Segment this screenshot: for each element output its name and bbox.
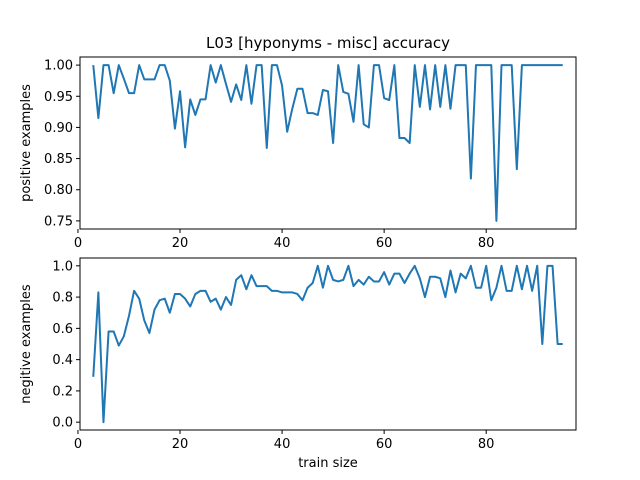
negative-x-tick-label: 60 (376, 437, 393, 452)
negative-x-tick-label: 0 (74, 437, 82, 452)
positive-series-line (92, 64, 563, 222)
positive-x-tick-label: 40 (274, 236, 291, 251)
negative-series-line (92, 264, 563, 424)
chart-title: L03 [hyponyms - misc] accuracy (206, 34, 450, 52)
positive-y-tick-label: 0.85 (44, 152, 73, 167)
positive-y-tick-label: 0.90 (44, 121, 73, 136)
positive-x-tick-label: 20 (172, 236, 189, 251)
negative-x-tick-label: 40 (274, 437, 291, 452)
x-axis-label: train size (298, 456, 358, 471)
positive-axes-frame (79, 56, 577, 230)
positive-x-tick-label: 80 (478, 236, 495, 251)
positive-y-axis-label: positive examples (19, 84, 34, 202)
positive-y-tick-label: 0.80 (44, 183, 73, 198)
negative-y-tick-label: 0.4 (52, 353, 73, 368)
negative-examples-panel: 0 20 40 60 80 0.0 0.2 0.4 0.6 0.8 1.0 negitive exam… (19, 257, 577, 452)
positive-y-tick-label: 0.95 (44, 90, 73, 105)
positive-examples-panel: 0 20 40 60 80 0.75 0.80 0.85 0.90 0.95 1.00 positiv… (19, 56, 577, 251)
negative-x-tick-label: 80 (478, 437, 495, 452)
negative-y-tick-label: 0.6 (52, 322, 73, 337)
negative-y-tick-label: 0.2 (52, 384, 73, 399)
positive-x-tick-label: 60 (376, 236, 393, 251)
positive-y-tick-label: 1.00 (44, 59, 73, 74)
negative-y-tick-label: 0.0 (52, 416, 73, 431)
negative-y-tick-label: 1.0 (52, 259, 73, 274)
negative-axes-frame (79, 257, 577, 431)
positive-y-tick-label: 0.75 (44, 214, 73, 229)
negative-y-tick-label: 0.8 (52, 291, 73, 306)
negative-y-axis-label: negitive examples (19, 284, 34, 404)
positive-x-tick-label: 0 (74, 236, 82, 251)
negative-x-tick-label: 20 (172, 437, 189, 452)
